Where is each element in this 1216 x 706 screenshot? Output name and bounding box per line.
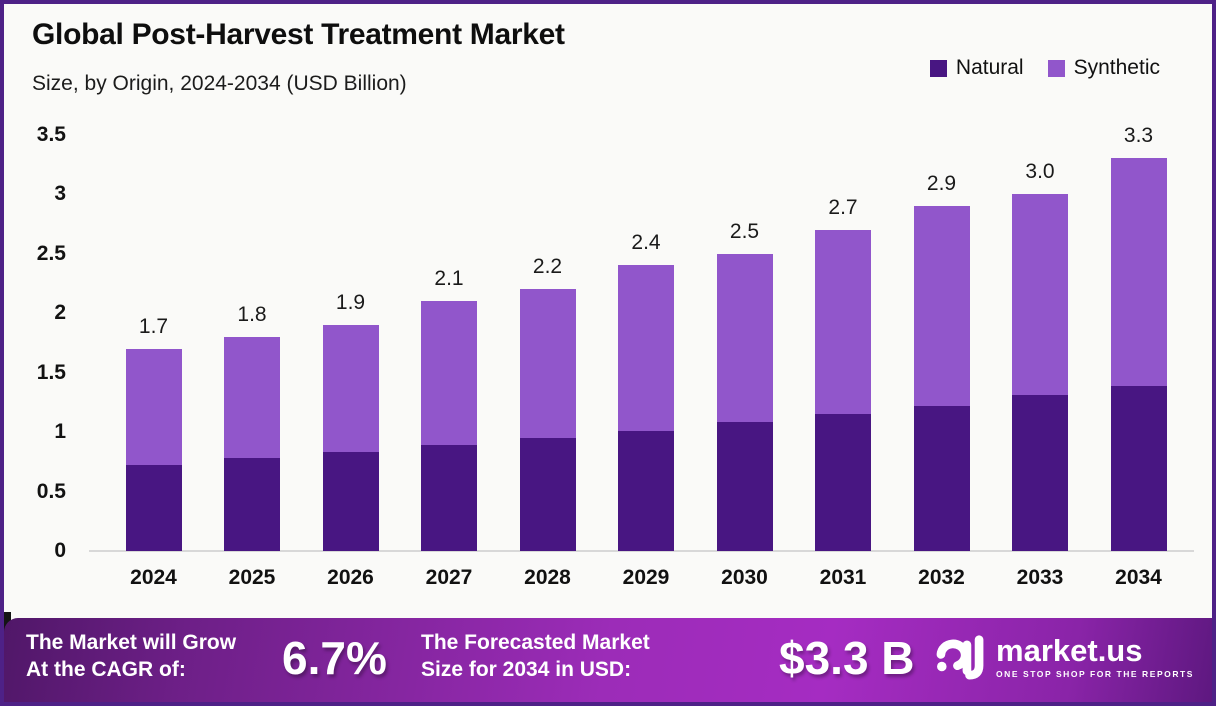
bar-total-label: 1.8 xyxy=(237,302,267,326)
legend-item-synthetic: Synthetic xyxy=(1047,56,1160,80)
bar-synthetic-segment xyxy=(125,348,182,466)
natural-swatch-icon xyxy=(929,59,947,77)
cagr-label-line1: The Market will Grow xyxy=(26,631,237,654)
cagr-label-line2: At the CAGR of: xyxy=(26,658,186,681)
logo-text-block: market.us ONE STOP SHOP FOR THE REPORTS xyxy=(996,632,1194,679)
marketus-logo: market.us ONE STOP SHOP FOR THE REPORTS xyxy=(934,631,1194,683)
x-axis-label: 2025 xyxy=(228,566,276,589)
bar-synthetic-segment xyxy=(1110,158,1167,386)
x-axis-line xyxy=(89,550,1194,552)
x-axis-label: 2028 xyxy=(524,566,571,589)
bar-synthetic-segment xyxy=(322,324,379,453)
x-axis-label: 2034 xyxy=(1115,566,1162,589)
forecast-label-line2: Size for 2034 in USD: xyxy=(421,658,632,681)
bar-total-label: 2.7 xyxy=(828,195,858,219)
bottom-banner: The Market will Grow At the CAGR of: 6.7… xyxy=(4,618,1212,702)
bar-total-label: 1.7 xyxy=(138,314,169,338)
legend-item-natural: Natural xyxy=(929,56,1024,80)
bar-natural-segment xyxy=(519,437,576,551)
y-axis-tick-label: 2.5 xyxy=(36,241,66,265)
bar-natural-segment xyxy=(421,445,477,551)
y-axis-tick-label: 1 xyxy=(54,420,66,443)
bar-natural-segment xyxy=(815,414,871,551)
x-axis-label: 2024 xyxy=(130,566,177,589)
bar-synthetic-segment xyxy=(815,229,871,415)
bar-synthetic-segment xyxy=(1012,194,1068,396)
legend-label-synthetic: Synthetic xyxy=(1073,56,1160,79)
bar-total-label: 3.3 xyxy=(1123,124,1154,148)
bar-natural-segment xyxy=(716,422,773,551)
bar-synthetic-segment xyxy=(519,289,576,438)
cagr-label: The Market will Grow At the CAGR of: xyxy=(26,629,236,683)
bar-total-label: 2.2 xyxy=(532,255,563,279)
chart-legend: Natural Synthetic xyxy=(929,56,1160,80)
page-subtitle: Size, by Origin, 2024-2034 (USD Billion) xyxy=(32,72,407,95)
bar-natural-segment xyxy=(224,458,280,551)
x-axis-label: 2030 xyxy=(721,566,768,589)
x-axis-label: 2027 xyxy=(425,566,473,589)
bar-natural-segment xyxy=(1012,395,1068,551)
synthetic-swatch-icon xyxy=(1047,59,1065,77)
bar-synthetic-segment xyxy=(913,205,970,406)
y-axis-tick-label: 0.5 xyxy=(36,479,66,503)
bar-natural-segment xyxy=(618,430,674,551)
forecast-label: The Forecasted Market Size for 2034 in U… xyxy=(421,629,650,683)
bar-total-label: 1.9 xyxy=(335,290,366,314)
forecast-label-line1: The Forecasted Market xyxy=(421,631,650,654)
stacked-bar-chart: 0 0.5 1 1.5 2 2.5 3 3.5 1.7 2024 1.8 2025 1.9 2026 2.1… xyxy=(4,4,1212,702)
bar-total-label: 3.0 xyxy=(1025,160,1055,183)
cagr-value: 6.7% xyxy=(282,632,387,684)
x-axis-label: 2026 xyxy=(327,566,374,589)
x-axis-label: 2029 xyxy=(622,566,670,589)
y-axis-tick-label: 2 xyxy=(54,301,66,324)
bar-natural-segment xyxy=(913,405,970,551)
forecast-value: $3.3 B xyxy=(779,632,915,684)
bar-natural-segment xyxy=(1110,385,1167,551)
y-axis-tick-label: 0 xyxy=(54,539,66,562)
page-title: Global Post-Harvest Treatment Market xyxy=(32,18,565,51)
bar-synthetic-segment xyxy=(224,336,280,459)
bar-synthetic-segment xyxy=(716,253,773,423)
x-axis-label: 2031 xyxy=(819,566,867,589)
bar-natural-segment xyxy=(125,465,182,551)
logo-text: market.us xyxy=(996,632,1143,668)
bar-total-label: 2.5 xyxy=(729,219,760,243)
bar-natural-segment xyxy=(322,452,379,551)
x-axis-label: 2033 xyxy=(1016,566,1064,589)
x-axis-label: 2032 xyxy=(918,566,965,589)
bar-total-label: 2.9 xyxy=(926,171,957,195)
bar-total-label: 2.4 xyxy=(631,231,661,255)
bar-total-label: 2.1 xyxy=(434,267,464,291)
legend-label-natural: Natural xyxy=(955,56,1024,79)
marketus-logo-icon xyxy=(936,635,984,680)
logo-tagline: ONE STOP SHOP FOR THE REPORTS xyxy=(996,668,1194,679)
y-axis-tick-label: 3 xyxy=(54,182,66,205)
bar-synthetic-segment xyxy=(421,301,477,446)
y-axis-tick-label: 1.5 xyxy=(36,360,66,384)
y-axis-tick-label: 3.5 xyxy=(36,122,66,146)
bar-synthetic-segment xyxy=(618,265,674,431)
